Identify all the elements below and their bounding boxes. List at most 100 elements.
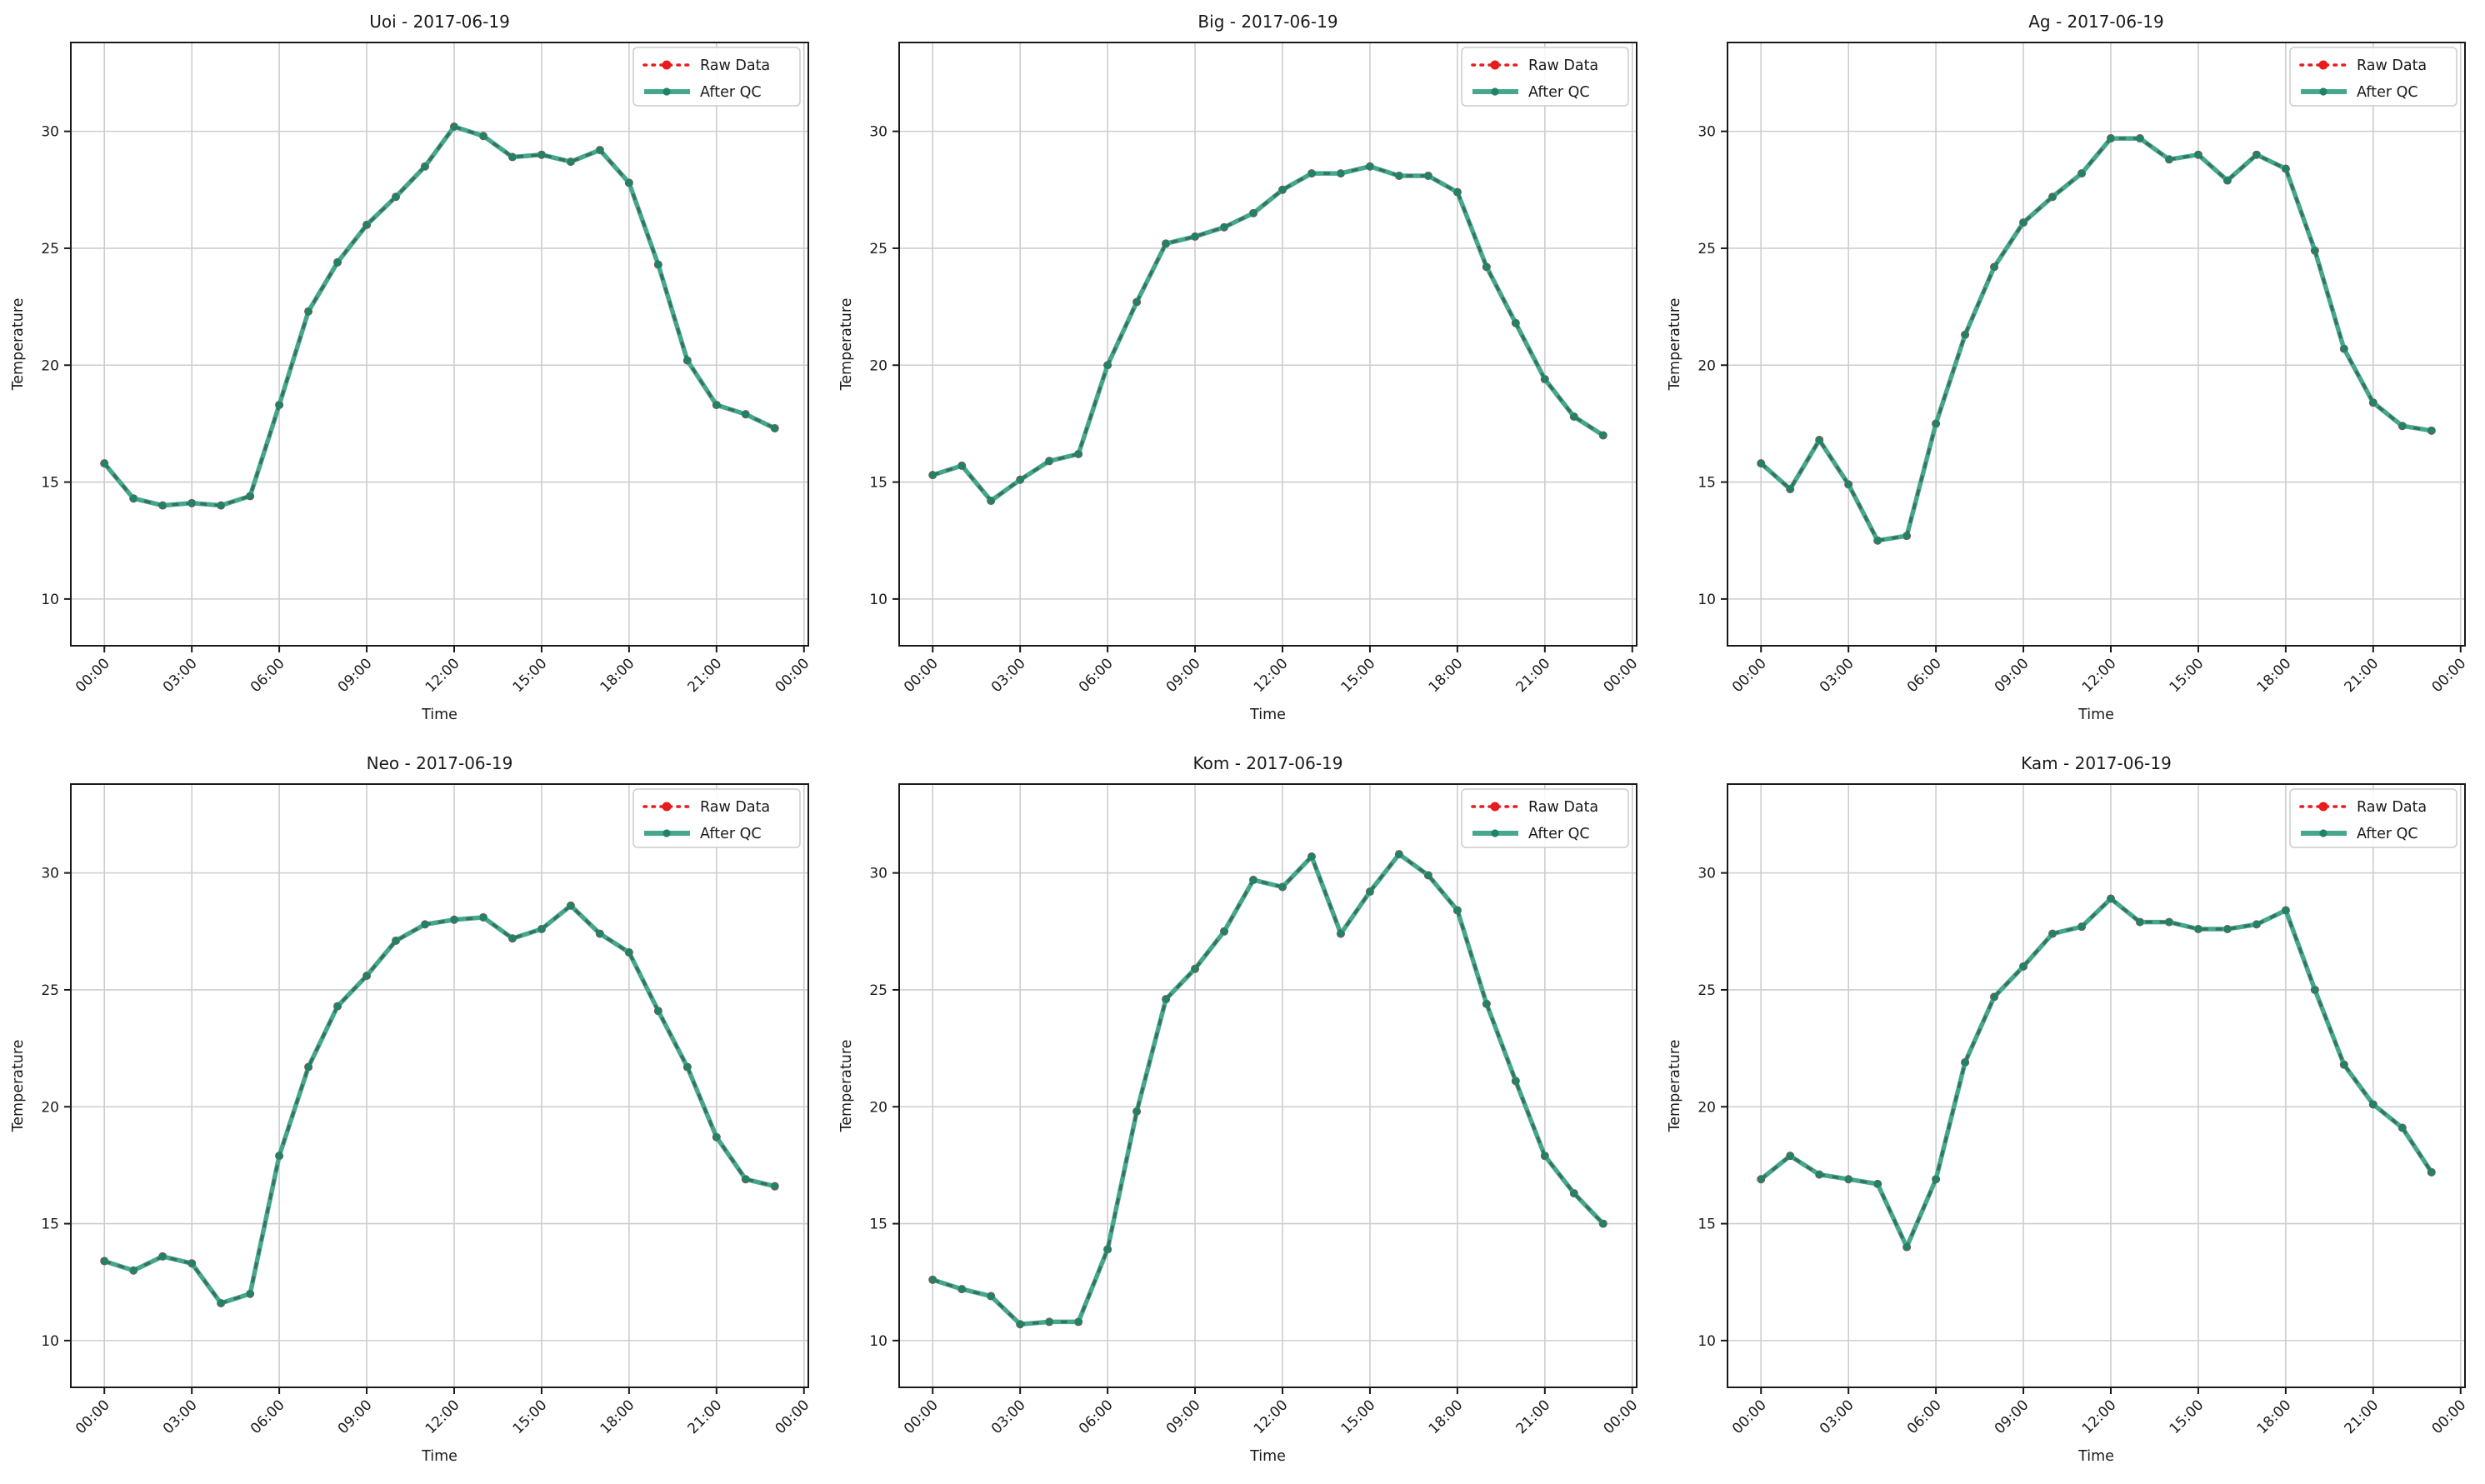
data-point-marker [1308, 852, 1316, 861]
raw-data-line [928, 162, 1608, 506]
after-qc-line [1757, 894, 2436, 1252]
x-axis-label: Time [2078, 707, 2114, 723]
data-point-marker [1512, 1077, 1520, 1085]
y-axis: 10 15 20 25 30 [1698, 124, 1728, 608]
y-tick-label: 25 [869, 241, 888, 257]
data-point-marker [1191, 965, 1199, 973]
data-point-marker [2340, 345, 2348, 353]
legend-raw-label: Raw Data [1528, 799, 1598, 816]
chart-title: Big - 2017-06-19 [1198, 12, 1338, 32]
data-point-marker [567, 902, 575, 910]
data-point-marker [987, 1292, 995, 1301]
x-axis: 00:00 03:00 06:00 09:00 12:00 15:00 18:00 21:00… [901, 646, 1641, 696]
data-point-marker [2223, 176, 2232, 185]
x-tick-label: 00:00 [1600, 655, 1641, 696]
x-tick-label: 03:00 [1817, 655, 1858, 696]
y-tick-label: 30 [869, 866, 888, 882]
chart-ag: 00:00 03:00 06:00 09:00 12:00 15:00 18:00 21:00… [1657, 0, 2485, 742]
data-point-marker [1541, 375, 1549, 383]
y-axis: 10 15 20 25 30 [1698, 866, 1728, 1350]
data-point-marker [421, 162, 429, 171]
data-point-marker [2223, 925, 2232, 933]
legend-qc-marker-icon [2319, 829, 2328, 837]
raw-data-line [1757, 134, 2436, 545]
x-tick-label: 06:00 [248, 655, 288, 696]
data-point-marker [1103, 361, 1112, 369]
data-point-marker [333, 1002, 342, 1011]
plot-border [70, 42, 809, 647]
x-tick-label: 12:00 [422, 1397, 463, 1437]
legend: Raw Data After QC [1461, 47, 1629, 107]
legend: Raw Data After QC [1461, 788, 1629, 848]
x-axis-label: Time [2078, 1448, 2114, 1465]
data-point-marker [217, 502, 225, 510]
y-tick-label: 15 [1698, 1217, 1716, 1233]
y-tick-label: 10 [869, 592, 888, 608]
x-tick-label: 03:00 [160, 1397, 201, 1437]
x-axis: 00:00 03:00 06:00 09:00 12:00 15:00 18:00 21:00… [1729, 1387, 2469, 1437]
data-point-marker [1424, 871, 1432, 880]
data-point-marker [1570, 412, 1578, 421]
chart-svg: 00:00 03:00 06:00 09:00 12:00 15:00 18:00 21:00… [838, 12, 1641, 723]
raw-data-line [1757, 894, 2436, 1252]
x-tick-label: 00:00 [772, 1397, 812, 1437]
data-point-marker [1016, 476, 1024, 484]
data-point-marker [508, 152, 517, 162]
plot-border [898, 783, 1638, 1388]
data-point-marker [2019, 962, 2028, 971]
data-point-marker [1074, 450, 1082, 458]
x-tick-label: 15:00 [510, 655, 551, 696]
data-point-marker [2107, 134, 2115, 142]
data-point-marker [654, 1007, 662, 1015]
x-tick-label: 00:00 [1729, 655, 1770, 696]
data-point-marker [771, 424, 779, 432]
data-point-marker [2311, 986, 2319, 994]
x-tick-label: 21:00 [685, 655, 726, 696]
data-point-marker [1873, 1180, 1882, 1188]
data-point-marker [2369, 1100, 2378, 1109]
data-point-marker [158, 502, 167, 510]
y-tick-label: 10 [41, 592, 59, 608]
y-tick-label: 20 [41, 357, 59, 374]
chart-big: 00:00 03:00 06:00 09:00 12:00 15:00 18:00 21:00… [828, 0, 1657, 742]
data-point-marker [596, 929, 604, 938]
x-tick-label: 06:00 [248, 1397, 288, 1437]
data-point-marker [2048, 192, 2057, 201]
data-point-marker [304, 1062, 312, 1072]
data-point-marker [2340, 1061, 2348, 1069]
data-point-marker [1844, 1175, 1852, 1183]
x-tick-label: 18:00 [1426, 655, 1467, 696]
x-axis-label: Time [1249, 1448, 1286, 1465]
y-tick-label: 10 [1698, 1333, 1716, 1350]
after-qc-line [1757, 134, 2436, 545]
data-point-marker [1395, 172, 1403, 180]
data-point-marker [1757, 1175, 1765, 1183]
x-tick-label: 15:00 [1338, 655, 1379, 696]
grid [71, 42, 808, 646]
data-point-marker [1045, 1317, 1053, 1327]
chart-uoi: 00:00 03:00 06:00 09:00 12:00 15:00 18:00 21:00… [0, 0, 828, 742]
data-point-marker [1132, 297, 1141, 307]
x-tick-label: 03:00 [160, 655, 201, 696]
y-tick-label: 30 [41, 124, 59, 141]
data-point-marker [928, 471, 937, 479]
grid [899, 42, 1637, 646]
x-tick-label: 18:00 [2254, 1397, 2295, 1437]
data-point-marker [1599, 1219, 1608, 1228]
legend-qc-label: After QC [2357, 826, 2418, 842]
data-point-marker [188, 499, 196, 507]
y-tick-label: 25 [869, 982, 888, 999]
x-tick-label: 09:00 [1163, 1397, 1204, 1437]
chart-neo: 00:00 03:00 06:00 09:00 12:00 15:00 18:00 21:00… [0, 742, 828, 1483]
chart-svg: 00:00 03:00 06:00 09:00 12:00 15:00 18:00 21:00… [10, 12, 812, 723]
data-point-marker [2048, 929, 2057, 938]
y-axis-label: Temperature [838, 1040, 855, 1133]
chart-title: Ag - 2017-06-19 [2028, 12, 2164, 32]
data-point-marker [450, 122, 458, 131]
data-point-marker [538, 151, 546, 159]
x-tick-label: 00:00 [901, 1397, 942, 1437]
data-point-marker [771, 1182, 779, 1191]
y-tick-label: 25 [41, 982, 59, 999]
x-tick-label: 21:00 [1513, 655, 1554, 696]
